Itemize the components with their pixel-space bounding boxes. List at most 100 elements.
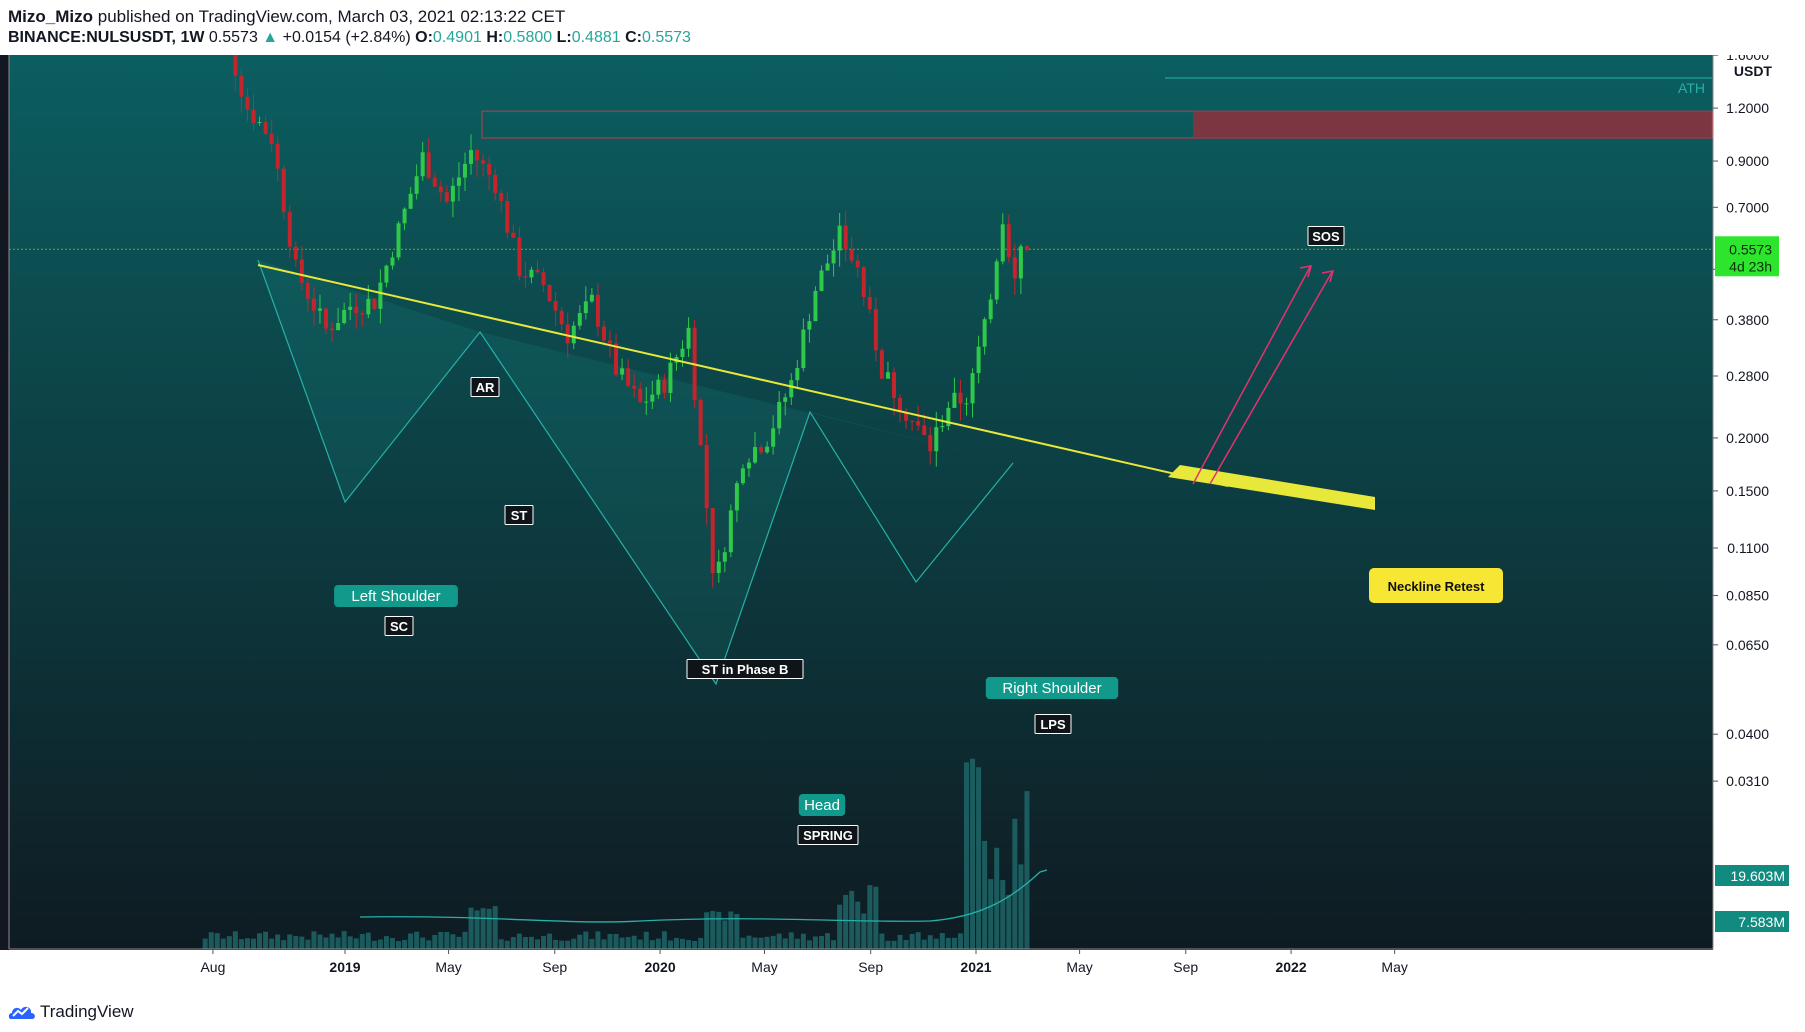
volume-value: 7.583M xyxy=(1738,914,1785,930)
candle xyxy=(843,225,848,250)
candle xyxy=(378,282,383,309)
candle xyxy=(813,290,818,322)
volume-bar xyxy=(359,934,365,949)
volume-bar xyxy=(837,904,843,949)
time-tick-label: May xyxy=(1381,959,1407,975)
volume-bar xyxy=(1018,864,1024,949)
time-tick-label: May xyxy=(435,959,461,975)
candle xyxy=(342,309,347,323)
volume-bar xyxy=(553,939,559,949)
volume-bar xyxy=(933,938,939,949)
neckline xyxy=(257,264,1229,487)
volume-bar xyxy=(939,933,945,949)
price-tick-label: 0.0400 xyxy=(1726,726,1769,742)
volume-bar xyxy=(698,937,704,949)
volume-bar xyxy=(957,933,963,949)
pattern-shade xyxy=(258,260,1013,684)
candle xyxy=(740,468,745,484)
candle xyxy=(837,225,842,251)
candle xyxy=(293,246,298,260)
volume-bar xyxy=(818,936,824,949)
volume-bar xyxy=(595,931,601,949)
tradingview-cloud-icon xyxy=(8,1006,35,1019)
candle xyxy=(317,308,322,311)
volume-bar xyxy=(927,935,933,949)
volume-bar xyxy=(347,936,353,949)
annotation-labels-layer: Left Shoulder Head Right Shoulder AR ST SC ST … xyxy=(334,80,1705,845)
volume-bar xyxy=(849,890,855,949)
high-value: 0.5800 xyxy=(503,29,553,46)
candle xyxy=(456,177,461,186)
candle xyxy=(686,327,691,349)
volume-bar xyxy=(710,911,716,949)
candle xyxy=(396,223,401,258)
candle xyxy=(680,348,685,358)
volume-bar xyxy=(522,937,528,949)
neckline-retest-label: Neckline Retest xyxy=(1388,579,1485,594)
volume-bar xyxy=(377,939,383,949)
volume-bar xyxy=(504,940,510,949)
candle xyxy=(644,401,649,403)
arrow-head-icon xyxy=(1321,270,1335,283)
volume-bar xyxy=(287,934,293,949)
volume-bar xyxy=(251,938,257,949)
candle xyxy=(765,446,770,453)
high-label: H: xyxy=(486,29,504,46)
volume-bar xyxy=(438,931,444,949)
price-axis[interactable]: 9.50007.00005.00003.50002.70002.10001.60… xyxy=(1712,55,1805,992)
price-tick-label: 0.0650 xyxy=(1726,637,1769,653)
low-label: L: xyxy=(556,29,572,46)
candle xyxy=(638,388,643,402)
volume-bar xyxy=(498,939,504,949)
candle xyxy=(462,163,467,178)
brand-name[interactable]: TradingView xyxy=(40,1002,134,1021)
volume-bar xyxy=(214,933,220,949)
volume-bar xyxy=(970,758,976,949)
price-axis-bg xyxy=(1713,55,1805,992)
volume-bar xyxy=(825,933,831,949)
price-tick-label: 0.9000 xyxy=(1726,153,1769,169)
currency-label: USDT xyxy=(1734,63,1773,79)
current-price-value: 0.5573 xyxy=(1729,241,1772,257)
time-tick-label: 2021 xyxy=(960,959,991,975)
candle xyxy=(336,322,341,331)
volume-bar xyxy=(450,934,456,949)
candle xyxy=(626,368,631,386)
volume-bar xyxy=(468,907,474,949)
volume-bar xyxy=(238,939,244,949)
publish-text: published on TradingView.com, March 03, … xyxy=(97,7,566,26)
candle xyxy=(982,319,987,347)
left-shoulder-label: Left Shoulder xyxy=(351,588,440,605)
volume-bar xyxy=(861,913,867,949)
price-change: +0.0154 (+2.84%) xyxy=(282,29,411,46)
head-label: Head xyxy=(804,797,840,814)
open-value: 0.4901 xyxy=(432,29,482,46)
lps-label: LPS xyxy=(1040,717,1066,732)
volume-bar xyxy=(831,940,837,949)
volume-bar xyxy=(396,940,402,949)
volume-bar xyxy=(263,931,269,949)
candle xyxy=(849,249,854,261)
candle xyxy=(402,208,407,224)
volume-bar xyxy=(510,937,516,949)
candle xyxy=(952,392,957,408)
right-shoulder-label-box xyxy=(985,677,1119,699)
volume-bar xyxy=(752,937,758,949)
volume-bar xyxy=(275,934,281,949)
plot-area[interactable] xyxy=(9,55,1713,949)
pattern-layer xyxy=(257,259,1014,686)
volume-bar xyxy=(420,937,426,949)
author-name[interactable]: Mizo_Mizo xyxy=(8,7,93,26)
price-chart[interactable]: Left Shoulder Head Right Shoulder AR ST SC ST … xyxy=(0,55,1805,992)
volume-bar xyxy=(686,940,692,949)
volume-bar xyxy=(1000,879,1006,949)
time-axis[interactable]: Aug 2019 May Sep 2020 May Sep 2021 May Sep 2022 May xyxy=(0,55,1713,992)
symbol-name[interactable]: BINANCE:NULSUSDT, 1W xyxy=(8,29,205,46)
volume-bar xyxy=(667,940,673,949)
candle xyxy=(408,193,413,209)
volume-layer xyxy=(202,758,1048,949)
candle xyxy=(547,284,552,301)
publish-info: Mizo_Mizo published on TradingView.com, … xyxy=(8,7,565,27)
head-shoulders-outline xyxy=(257,259,1014,686)
volume-bar xyxy=(383,936,389,949)
